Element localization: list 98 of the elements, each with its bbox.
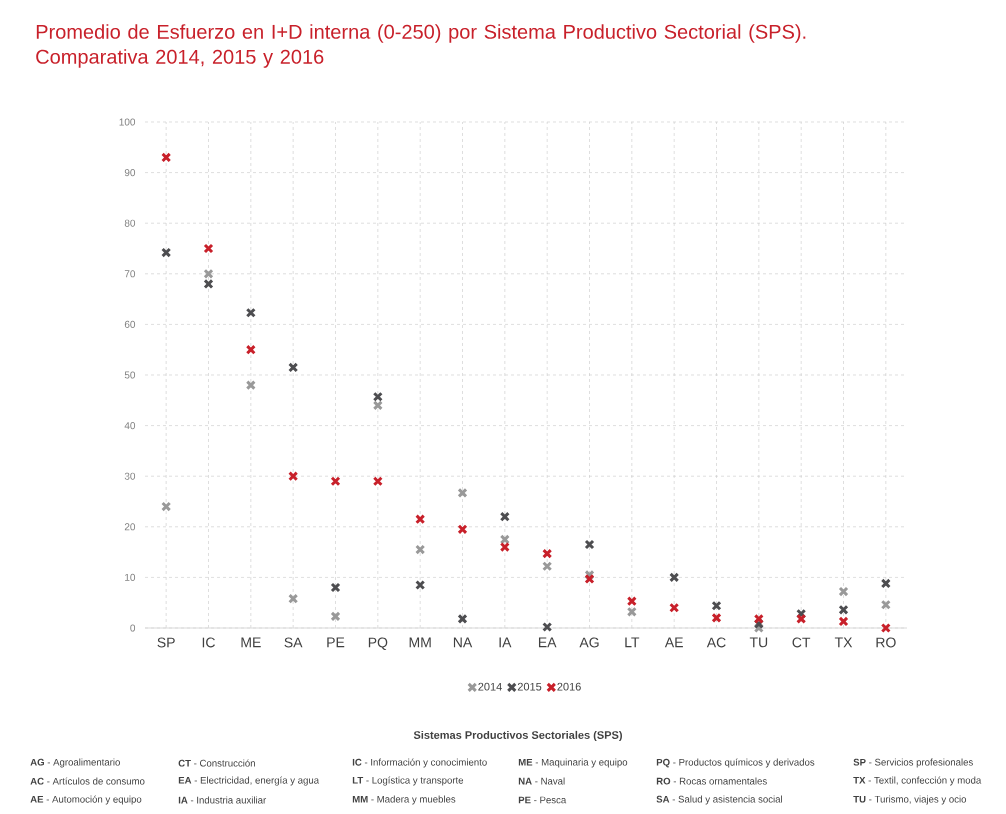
text: PQ - Productos químicos y derivados <box>656 758 815 768</box>
point <box>880 578 891 589</box>
point <box>499 511 510 522</box>
text: LT - Logística y transporte <box>352 776 464 786</box>
y-tick-label: 30 <box>124 472 136 480</box>
x-tick-label: SA <box>284 637 303 648</box>
point <box>753 613 764 624</box>
text: CT - Construcción <box>178 759 255 767</box>
point <box>838 616 849 627</box>
text: IA - Industria auxiliar <box>178 796 267 804</box>
y-tick-label: 20 <box>124 523 136 531</box>
point <box>457 487 468 498</box>
point <box>203 243 214 254</box>
y-tick-label: 90 <box>124 169 136 177</box>
x-tick-label: CT <box>792 637 811 648</box>
point <box>161 501 172 512</box>
point <box>796 613 807 624</box>
text: AG - Agroalimentario <box>30 758 120 768</box>
point <box>330 476 341 487</box>
text: IC - Información y conocimiento <box>352 758 487 768</box>
x-tick-label: LT <box>625 637 640 648</box>
point <box>499 542 510 553</box>
point <box>372 476 383 487</box>
x-tick-label: NA <box>453 637 473 648</box>
text: NA - Naval <box>518 777 565 785</box>
point <box>669 572 680 583</box>
x-tick-label: AE <box>664 637 683 648</box>
point <box>838 586 849 597</box>
point <box>542 561 553 572</box>
point <box>499 534 510 545</box>
point <box>330 611 341 622</box>
point <box>584 573 595 584</box>
x-tick-label: IC <box>202 637 215 648</box>
x-tick-label: ME <box>241 637 261 648</box>
y-tick-label: 70 <box>124 270 136 278</box>
point <box>288 362 299 373</box>
point <box>584 539 595 550</box>
x-tick-label: PQ <box>368 637 388 650</box>
legend-label: 2015 <box>517 682 542 691</box>
y-tick-label: 50 <box>124 371 136 379</box>
text: TU - Turismo, viajes y ocio <box>853 795 967 805</box>
point <box>457 524 468 535</box>
x-tick-label: EA <box>538 637 557 648</box>
point <box>161 247 172 258</box>
legend-label: 2016 <box>557 682 581 691</box>
chart-title: Promedio de Esfuerzo en I+D interna (0-250) por Sistema Productivo Sectorial (SPS). Comparativa 2014, 2015 y 2016 <box>36 24 806 68</box>
point <box>245 344 256 355</box>
text: EA - Electricidad, energía y agua <box>178 776 320 786</box>
x-tick-label: TX <box>834 637 853 648</box>
y-tick-label: 80 <box>124 219 136 227</box>
y-tick-label: 60 <box>124 320 136 328</box>
point <box>542 621 553 633</box>
x-tick-label: AG <box>579 637 599 648</box>
point <box>626 596 637 607</box>
x-tick-label: IA <box>499 637 512 648</box>
y-tick-label: 0 <box>130 624 136 632</box>
text: AC - Artículos de consumo <box>30 777 145 785</box>
point <box>245 307 256 318</box>
point <box>415 579 426 591</box>
x-tick-label: TU <box>749 637 768 648</box>
point <box>203 268 214 279</box>
point <box>669 602 680 613</box>
point <box>288 593 299 604</box>
point <box>161 152 172 163</box>
point <box>330 582 341 593</box>
point <box>415 544 426 555</box>
point <box>626 606 637 617</box>
x-tick-label: AC <box>706 637 726 648</box>
text: RO - Rocas ornamentales <box>656 777 767 785</box>
legend-label: 2014 <box>478 682 502 691</box>
point <box>711 612 722 623</box>
point <box>457 613 468 624</box>
point <box>372 391 383 402</box>
text: MM - Madera y muebles <box>352 795 456 805</box>
y-tick-label: 40 <box>124 422 136 430</box>
point <box>372 400 383 411</box>
x-tick-label: SP <box>157 637 175 648</box>
point <box>288 471 299 482</box>
point <box>415 514 426 525</box>
x-tick-label: PE <box>327 637 345 648</box>
text: AE - Automoción y equipo <box>30 795 142 805</box>
text: ME - Maquinaria y equipo <box>518 758 628 768</box>
point <box>245 380 256 391</box>
y-tick-label: 10 <box>125 573 136 581</box>
x-tick-label: RO <box>876 637 896 648</box>
point <box>880 599 891 610</box>
y-tick-label: 100 <box>119 118 136 126</box>
point <box>711 600 722 611</box>
text: PE - Pesca <box>518 796 567 804</box>
point <box>838 604 849 615</box>
text: SA - Salud y asistencia social <box>656 795 782 805</box>
text: SP - Servicios profesionales <box>853 758 973 768</box>
point <box>203 278 214 289</box>
point <box>542 548 553 559</box>
x-tick-label: MM <box>409 637 431 648</box>
text: Sistemas Productivos Sectoriales (SPS) <box>413 730 622 742</box>
point <box>880 622 891 634</box>
text: TX - Textil, confección y moda <box>853 776 982 786</box>
